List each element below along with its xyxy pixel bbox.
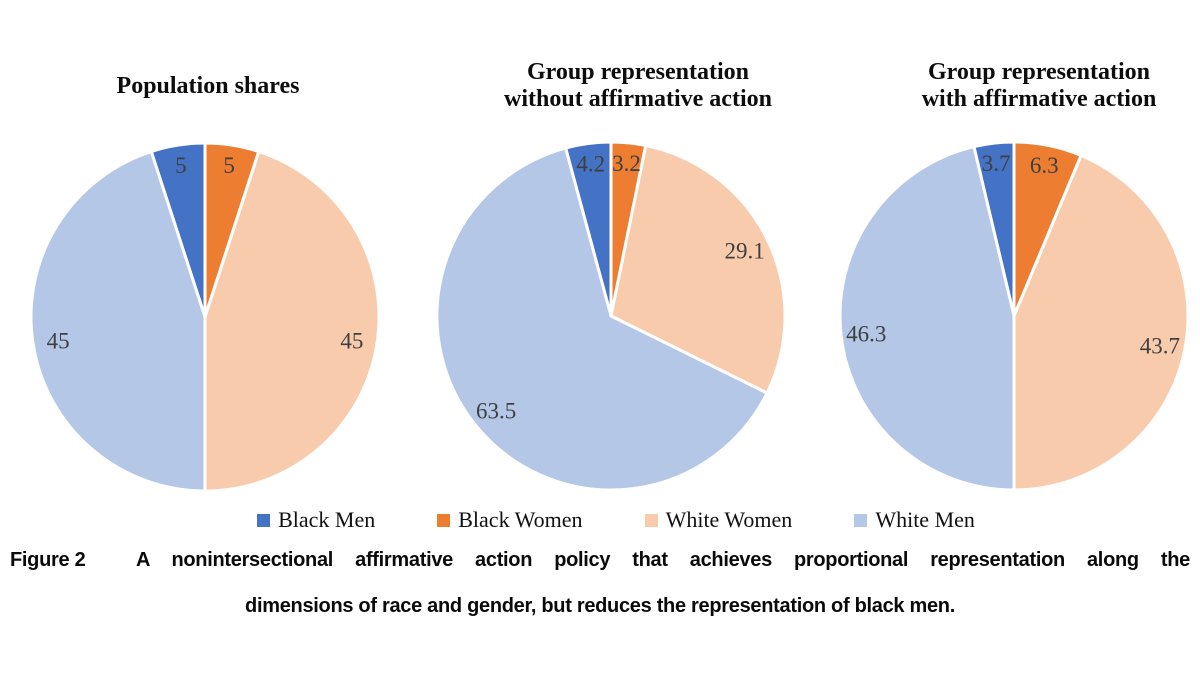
legend-label-white-women: White Women (665, 507, 793, 532)
legend-item-white-men: White Men (854, 507, 975, 533)
slice-label: 45 (47, 328, 70, 353)
legend-marker-white-women-icon (644, 513, 658, 527)
chart-1-title-line-1: Population shares (116, 72, 300, 99)
pie-chart-with-affirmative-action: 3.7 6.3 43.7 46.3 (838, 140, 1190, 492)
slice-label: 5 (175, 153, 187, 178)
slice-label: 63.5 (476, 399, 516, 424)
chart-1-title: Population shares (38, 57, 378, 115)
slice-label: 5 (223, 153, 235, 178)
pie-chart-population-shares: 5 5 45 45 (29, 141, 381, 493)
legend-label-black-women: Black Women (458, 507, 583, 532)
chart-3-title-line-1: Group representation (927, 59, 1150, 85)
legend-marker-black-men-icon (257, 513, 271, 527)
slice-label: 3.2 (612, 151, 641, 176)
caption-line-2: dimensions of race and gender, but reduc… (245, 595, 955, 617)
pie-chart-without-affirmative-action: 4.2 3.2 29.1 63.5 (435, 140, 787, 492)
caption-line-1: A nonintersectional affirmative action p… (136, 549, 1190, 571)
slice-label: 6.3 (1030, 153, 1059, 178)
chart-3-title-line-2: with affirmative action (921, 86, 1157, 112)
slice-label: 3.7 (982, 151, 1011, 176)
legend-marker-black-women-icon (437, 513, 451, 527)
chart-3-title: Group representation with affirmative ac… (869, 57, 1200, 115)
legend: Black Men Black Women White Women White … (32, 507, 1200, 533)
legend-label-white-men: White Men (875, 507, 975, 532)
slice-label: 4.2 (576, 151, 605, 176)
slice-label: 46.3 (846, 321, 886, 346)
chart-2-title-line-2: without affirmative action (504, 86, 772, 112)
legend-label-black-men: Black Men (278, 507, 376, 532)
pie-slice-white-men (435, 146, 769, 492)
pie-slice-white-women (1012, 153, 1190, 492)
slice-label: 43.7 (1140, 333, 1180, 358)
pie-slice-white-men (838, 145, 1016, 492)
chart-2-title-line-1: Group representation (526, 59, 749, 85)
legend-item-black-men: Black Men (257, 507, 375, 533)
slice-label: 45 (340, 328, 363, 353)
pie-slice-white-women (203, 150, 381, 493)
figure-number: Figure 2 (10, 549, 86, 571)
legend-marker-white-men-icon (854, 513, 868, 527)
pie-slice-white-men (29, 150, 207, 493)
slice-label: 29.1 (724, 239, 764, 264)
legend-item-black-women: Black Women (437, 507, 583, 533)
pie-slice-white-women (609, 144, 787, 395)
legend-item-white-women: White Women (644, 507, 793, 533)
chart-2-title: Group representation without affirmative… (468, 57, 808, 115)
